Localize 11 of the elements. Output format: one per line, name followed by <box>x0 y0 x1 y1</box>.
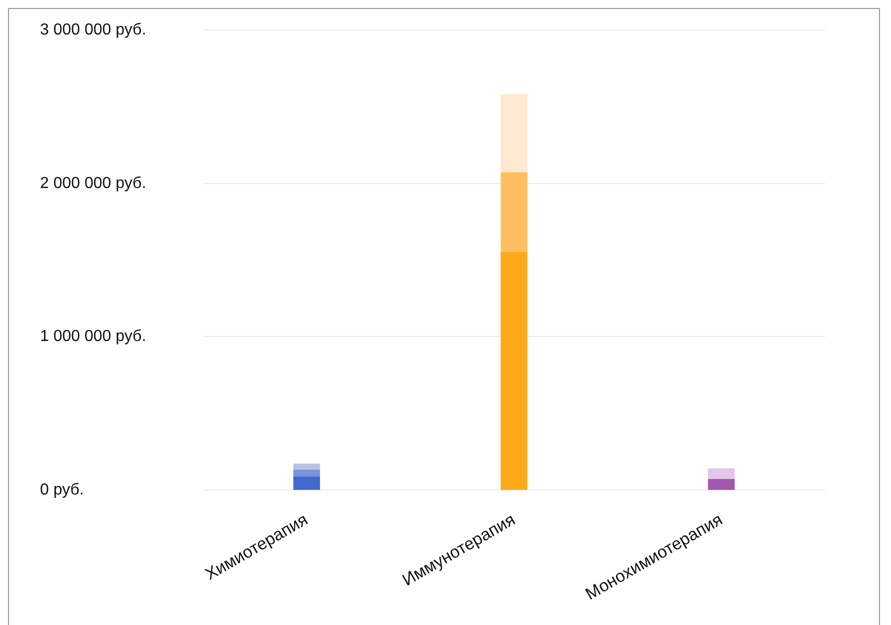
y-tick-label: 1 000 000 руб. <box>40 328 146 346</box>
bar <box>293 464 320 470</box>
y-tick-label: 0 руб. <box>40 481 84 498</box>
y-tick-label: 2 000 000 руб. <box>40 174 146 192</box>
bar <box>500 94 528 173</box>
y-tick-label: 3 000 000 руб. <box>40 21 146 38</box>
bar <box>708 468 735 480</box>
bar <box>500 252 528 490</box>
bar <box>708 478 735 490</box>
bar <box>293 476 320 490</box>
bar <box>500 172 528 253</box>
